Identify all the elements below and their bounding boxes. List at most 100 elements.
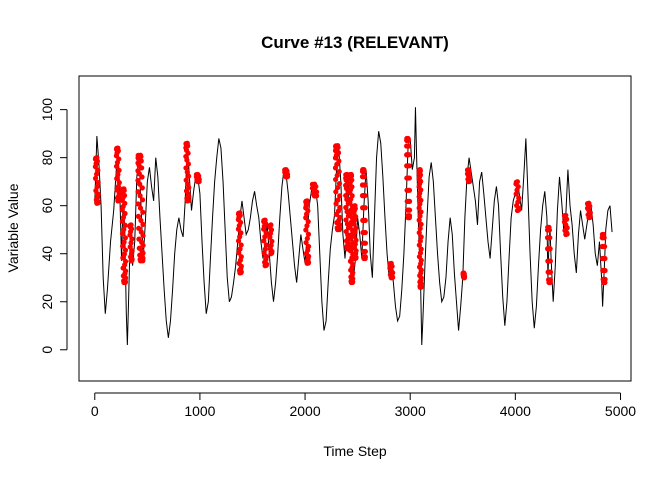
highlight-point — [113, 163, 120, 169]
highlight-point — [238, 230, 244, 236]
highlight-point — [93, 188, 99, 194]
y-tick-label: 0 — [39, 346, 55, 354]
highlight-cluster — [359, 167, 369, 262]
highlight-point — [136, 245, 142, 251]
highlight-point — [361, 255, 367, 262]
highlight-point — [387, 265, 393, 271]
highlight-cluster — [267, 222, 275, 257]
highlight-point — [561, 219, 568, 225]
highlight-point — [309, 181, 316, 187]
highlight-cluster — [464, 167, 473, 185]
highlight-point — [360, 229, 366, 236]
highlight-point — [236, 260, 242, 266]
highlight-point — [352, 255, 358, 262]
x-tick-label: 3000 — [395, 403, 426, 419]
plot-area-frame — [78, 75, 632, 382]
highlight-point — [333, 189, 339, 195]
highlight-point — [115, 171, 121, 178]
highlight-point — [115, 198, 121, 204]
highlight-point — [599, 235, 605, 241]
highlight-point — [309, 185, 316, 191]
highlight-point — [113, 153, 120, 159]
highlight-point — [514, 202, 520, 209]
highlight-cluster — [119, 186, 129, 286]
highlight-point — [513, 191, 519, 197]
highlight-point — [417, 279, 423, 285]
highlight-point — [183, 177, 189, 183]
highlight-point — [347, 211, 353, 217]
highlight-point — [336, 168, 342, 175]
highlight-point — [348, 279, 354, 286]
highlight-point — [127, 244, 133, 250]
highlight-point — [135, 213, 142, 219]
highlight-point — [359, 168, 366, 175]
highlight-point — [305, 231, 312, 237]
highlight-point — [351, 204, 357, 210]
highlight-point — [236, 250, 242, 256]
highlight-point — [237, 270, 243, 276]
highlight-point — [416, 176, 422, 182]
highlight-point — [267, 224, 273, 230]
highlight-point — [337, 193, 343, 199]
highlight-point — [417, 225, 423, 232]
highlight-point — [417, 238, 423, 244]
highlight-point — [95, 179, 101, 186]
series-line-group — [94, 107, 613, 346]
highlight-point — [347, 175, 353, 181]
highlight-point — [584, 201, 591, 207]
highlight-point — [360, 205, 366, 211]
highlight-point — [184, 198, 190, 204]
highlight-point — [183, 153, 189, 160]
highlight-point — [235, 238, 242, 244]
highlight-point — [127, 254, 134, 260]
highlight-point — [544, 227, 551, 233]
highlight-point — [353, 225, 359, 231]
highlight-point — [119, 197, 125, 204]
highlight-point — [261, 219, 267, 225]
highlight-point — [347, 258, 354, 264]
highlight-point — [137, 252, 143, 258]
highlight-point — [139, 185, 145, 191]
highlight-point — [333, 143, 339, 150]
highlight-point — [348, 274, 354, 280]
highlight-point — [128, 258, 134, 264]
highlight-point — [119, 187, 126, 193]
highlight-point — [303, 250, 309, 257]
highlight-cluster — [561, 212, 570, 238]
highlight-point — [114, 187, 120, 193]
highlight-point — [601, 279, 607, 286]
x-tick-label: 0 — [91, 403, 99, 419]
highlight-point — [135, 155, 141, 161]
highlight-point — [195, 179, 201, 185]
highlight-cluster — [584, 200, 593, 221]
y-tick-label: 20 — [39, 294, 55, 310]
highlight-point — [120, 255, 126, 261]
highlight-point — [404, 143, 410, 149]
highlight-point — [92, 156, 99, 162]
highlight-point — [183, 165, 189, 171]
highlight-point — [311, 193, 318, 199]
highlight-point — [347, 223, 353, 230]
highlight-point — [347, 236, 353, 242]
highlight-point — [404, 207, 411, 213]
highlight-point — [359, 193, 366, 199]
highlight-point — [347, 181, 353, 187]
highlight-point — [465, 179, 472, 185]
x-tick-label: 2000 — [289, 403, 320, 419]
highlight-point — [119, 218, 125, 224]
highlight-point — [343, 175, 349, 181]
highlight-point — [347, 200, 353, 206]
highlight-point — [235, 211, 242, 217]
highlight-cluster — [183, 140, 192, 204]
highlight-point — [404, 175, 410, 181]
highlight-point — [262, 246, 268, 252]
highlight-point — [303, 215, 309, 221]
highlight-point — [416, 205, 422, 211]
highlight-point — [335, 185, 341, 191]
y-axis-label: Variable Value — [5, 183, 21, 272]
highlight-cluster — [193, 171, 202, 185]
highlight-point — [261, 238, 267, 244]
highlight-point — [183, 140, 189, 147]
highlight-point — [335, 227, 341, 233]
highlight-point — [261, 226, 267, 232]
